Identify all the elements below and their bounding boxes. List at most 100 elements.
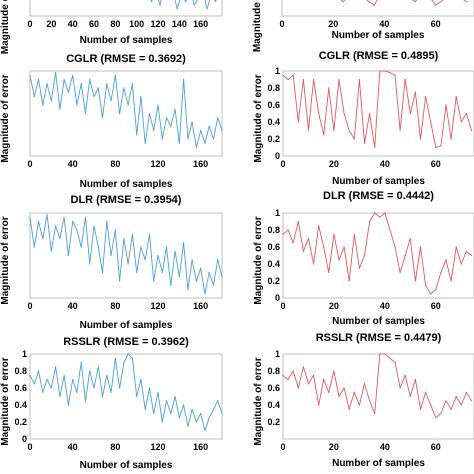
- data-point: [204, 429, 206, 432]
- data-point: [353, 233, 355, 235]
- data-point: [373, 4, 375, 6]
- data-point: [123, 237, 125, 240]
- data-point: [465, 391, 467, 393]
- data-point: [110, 391, 112, 393]
- data-point: [343, 246, 345, 248]
- data-point: [157, 391, 159, 393]
- x-axis-label: Number of samples: [80, 460, 173, 471]
- data-point: [50, 100, 52, 102]
- data-point: [318, 404, 320, 406]
- x-tick-label: 40: [380, 442, 390, 452]
- data-point: [148, 233, 151, 235]
- data-point: [328, 87, 330, 89]
- x-tick-label: 120: [150, 159, 165, 169]
- data-point: [170, 125, 172, 127]
- data-point: [430, 121, 432, 123]
- data-point: [348, 280, 350, 282]
- data-point: [148, 387, 151, 389]
- data-point: [450, 138, 452, 140]
- y-tick-label: 1: [275, 66, 280, 76]
- data-point: [101, 117, 104, 119]
- data-point: [185, 1, 187, 3]
- data-point: [140, 95, 142, 98]
- data-point: [67, 404, 69, 406]
- data-point: [374, 412, 376, 415]
- data-point: [136, 271, 138, 274]
- y-tick-label: 0.6: [267, 242, 280, 252]
- data-point: [84, 400, 87, 402]
- y-tick-label: 0: [275, 151, 280, 161]
- y-axis-label: Magnitude of error: [253, 216, 264, 304]
- data-point: [369, 220, 371, 223]
- chart-title: CGLR (RMSE = 0.3692): [66, 53, 186, 65]
- data-point: [101, 271, 104, 274]
- data-point: [358, 267, 360, 269]
- x-axis-label: Number of samples: [332, 30, 425, 41]
- data-point: [343, 387, 345, 389]
- data-point: [165, 246, 168, 248]
- data-point: [191, 121, 193, 123]
- data-point: [144, 408, 146, 410]
- data-point: [353, 138, 355, 140]
- data-point: [204, 142, 206, 144]
- data-point: [348, 129, 350, 132]
- data-point: [358, 78, 360, 81]
- data-point: [394, 246, 396, 248]
- data-point: [425, 284, 427, 286]
- data-point: [42, 237, 44, 240]
- data-point: [460, 121, 462, 123]
- x-tick-label: 80: [110, 159, 120, 169]
- data-point: [333, 233, 335, 235]
- data-point: [435, 146, 437, 149]
- y-tick-label: 0.6: [267, 383, 280, 393]
- data-point: [200, 267, 202, 269]
- data-point: [93, 95, 95, 98]
- series-line: [29, 72, 223, 148]
- data-point: [414, 378, 416, 381]
- data-point: [178, 142, 180, 144]
- data-point: [282, 74, 284, 76]
- data-point: [221, 129, 223, 132]
- y-tick-label: 0.2: [267, 134, 280, 144]
- data-point: [374, 146, 376, 149]
- data-point: [97, 87, 99, 89]
- data-point: [119, 112, 121, 115]
- chart-panel-top-left-partial: 0 20 40 60 80 100 120 140 160 Number of samples: [27, 0, 223, 46]
- data-point: [72, 74, 74, 76]
- x-tick-label: 160: [193, 19, 208, 29]
- x-tick-label: 40: [68, 19, 78, 29]
- data-point: [455, 395, 457, 398]
- data-point: [435, 417, 437, 419]
- data-point: [97, 366, 99, 368]
- data-point: [323, 246, 325, 248]
- data-point: [106, 83, 108, 85]
- data-point: [302, 366, 304, 368]
- x-tick-label: 0: [280, 159, 285, 169]
- y-tick-label: 1: [275, 349, 280, 359]
- data-point: [419, 138, 422, 140]
- data-point: [110, 100, 112, 102]
- data-point: [76, 104, 78, 106]
- data-point: [460, 263, 462, 265]
- data-point: [89, 263, 91, 265]
- data-point: [89, 370, 91, 372]
- data-point: [178, 276, 180, 278]
- x-tick-label: 60: [89, 19, 99, 29]
- data-point: [313, 263, 315, 265]
- data-point: [208, 125, 210, 127]
- data-point: [72, 220, 74, 223]
- data-point: [212, 138, 215, 140]
- data-point: [127, 353, 129, 355]
- y-axis-label: Magnitude of error: [253, 74, 264, 162]
- data-point: [328, 391, 330, 393]
- y-axis-label: Magnitude of error: [0, 357, 11, 445]
- data-point: [37, 78, 40, 81]
- x-tick-label: 40: [68, 442, 78, 452]
- data-point: [212, 408, 215, 410]
- data-point: [195, 280, 197, 282]
- data-point: [338, 259, 340, 261]
- data-point: [292, 370, 294, 372]
- y-tick-label: 0.6: [14, 383, 27, 393]
- data-point: [389, 357, 391, 359]
- data-point: [106, 220, 108, 223]
